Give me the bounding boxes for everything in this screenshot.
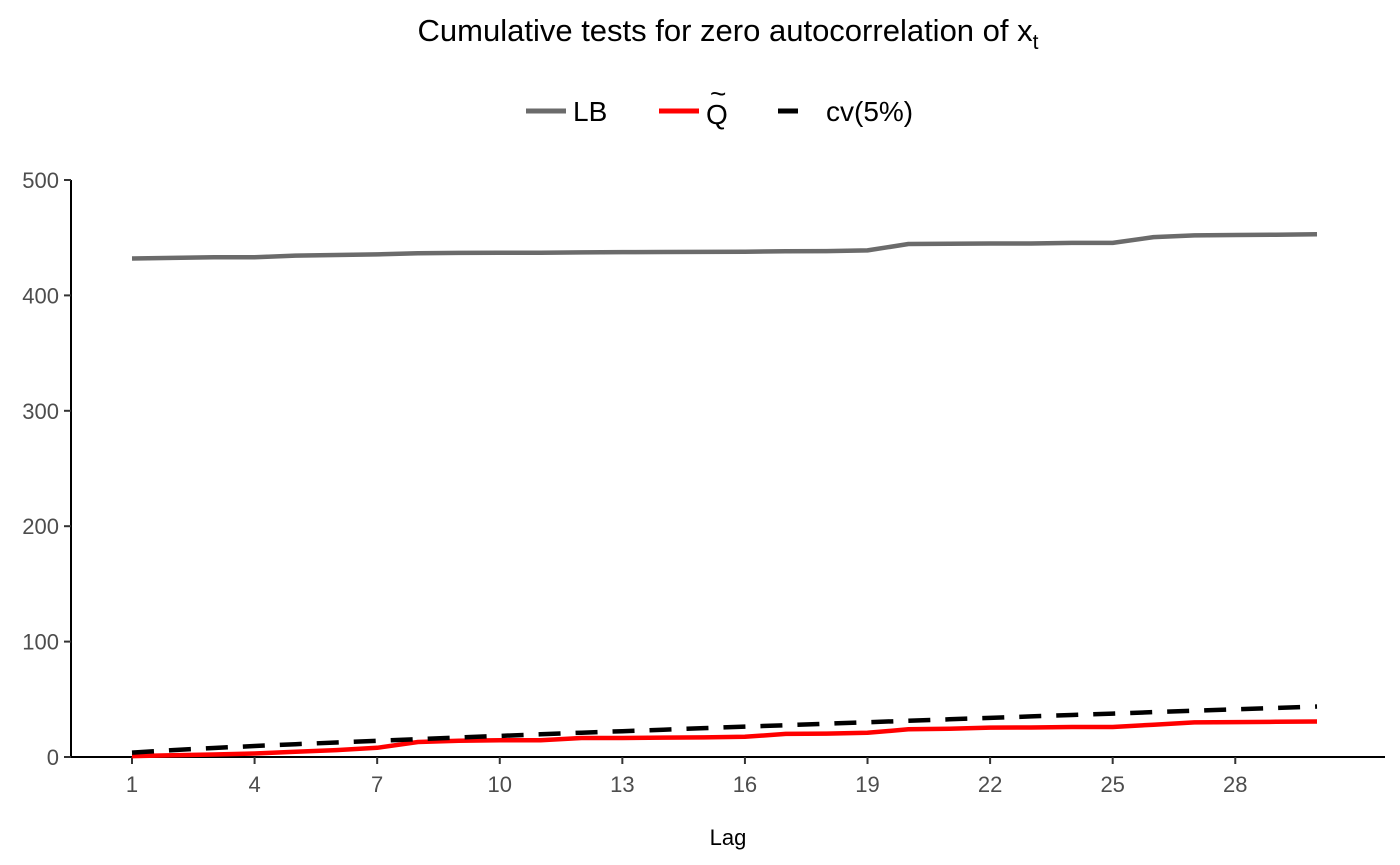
y-tick-label: 0 — [47, 745, 59, 770]
legend: LB Q ~ cv(5%) — [526, 78, 913, 130]
series-line-lb — [131, 231, 1318, 261]
legend-label-q: Q — [706, 99, 728, 130]
x-tick-label: 1 — [126, 772, 138, 797]
x-tick-label: 19 — [855, 772, 879, 797]
y-tick-label: 300 — [22, 399, 59, 424]
x-tick-label: 10 — [488, 772, 512, 797]
x-tick-label: 16 — [733, 772, 757, 797]
x-tick-label: 4 — [248, 772, 260, 797]
x-tick-label: 22 — [978, 772, 1002, 797]
x-tick-label: 28 — [1223, 772, 1247, 797]
series-line-q — [131, 719, 1318, 759]
legend-label-cv: cv(5%) — [826, 96, 913, 127]
chart-title: Cumulative tests for zero autocorrelatio… — [418, 13, 1039, 54]
legend-label-lb: LB — [573, 96, 607, 127]
chart-title-main: Cumulative tests for zero autocorrelatio… — [418, 13, 1034, 48]
x-ticks: 1 4 7 10 13 16 19 22 25 28 — [126, 757, 1248, 797]
y-tick-label: 100 — [22, 630, 59, 655]
x-axis-title: Lag — [710, 825, 747, 850]
y-tick-label: 400 — [22, 283, 59, 308]
x-tick-label: 7 — [371, 772, 383, 797]
y-tick-label: 500 — [22, 168, 59, 193]
series-line-cv — [131, 704, 1318, 755]
y-ticks: 0 100 200 300 400 500 — [22, 168, 71, 770]
chart-title-subscript: t — [1033, 31, 1039, 54]
legend-label-q-tilde: ~ — [710, 78, 726, 109]
series-layer — [131, 231, 1318, 759]
x-tick-label: 25 — [1100, 772, 1124, 797]
y-tick-label: 200 — [22, 514, 59, 539]
x-tick-label: 13 — [610, 772, 634, 797]
